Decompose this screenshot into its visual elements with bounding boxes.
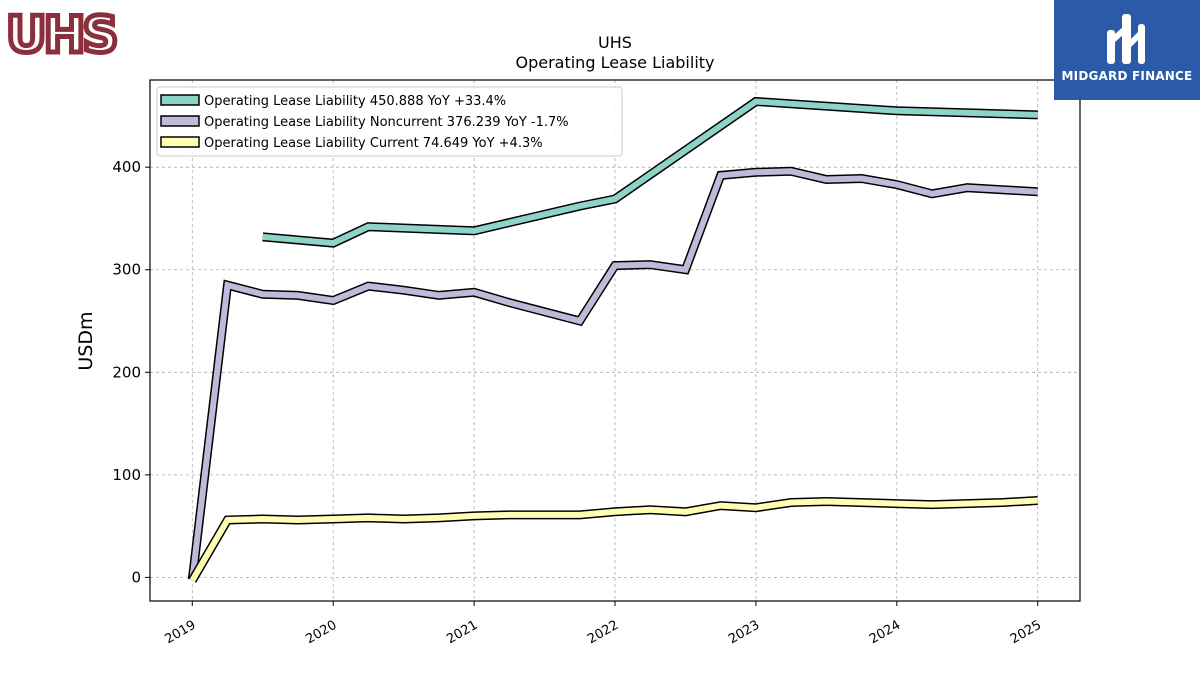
series-3 [188, 496, 1038, 583]
series-group [187, 96, 1038, 583]
series-1 [262, 96, 1038, 248]
series-2 [187, 166, 1038, 581]
x-tick-label: 2022 [585, 618, 621, 648]
legend-label: Operating Lease Liability Noncurrent 376… [204, 115, 569, 130]
legend-item: Operating Lease Liability 450.888 YoY +3… [160, 94, 506, 109]
x-tick-label: 2020 [303, 618, 339, 648]
company-logo-text: UHS [6, 6, 115, 58]
legend-item: Operating Lease Liability Noncurrent 376… [160, 115, 569, 130]
x-tick-label: 2019 [162, 618, 198, 648]
chart-title: UHS [598, 33, 632, 52]
legend-box [156, 86, 623, 157]
brand-logo-mark [1107, 14, 1145, 64]
legend-swatch [160, 94, 200, 106]
legend-swatch [160, 136, 200, 148]
y-axis-label: USDm [75, 311, 97, 370]
x-tick-label: 2025 [1008, 618, 1044, 648]
y-tick-label: 100 [112, 466, 141, 484]
x-tick-label: 2021 [444, 618, 480, 648]
y-tick-label: 400 [112, 158, 141, 176]
brand-name: MIDGARD FINANCE [1061, 69, 1193, 83]
y-tick-label: 300 [112, 261, 141, 279]
series-line [189, 168, 1038, 580]
legend: Operating Lease Liability 450.888 YoY +3… [156, 86, 623, 157]
grid [150, 80, 1080, 601]
series-line [262, 98, 1038, 247]
legend-item: Operating Lease Liability Current 74.649… [160, 136, 543, 151]
company-logo: UHS [4, 4, 124, 67]
x-tick-label: 2024 [867, 618, 903, 648]
company-logo-mark: UHS [4, 4, 121, 67]
ticks: 2019 2020 2021 2022 2023 2024 2025 0 100 200 300 40… [112, 158, 1044, 647]
chart-subtitle: Operating Lease Liability [515, 53, 714, 72]
legend-swatch [160, 115, 200, 127]
y-tick-label: 0 [131, 568, 141, 586]
brand-logo: MIDGARD FINANCE [1054, 0, 1200, 100]
x-tick-label: 2023 [726, 618, 762, 648]
y-tick-label: 200 [112, 363, 141, 381]
legend-label: Operating Lease Liability 450.888 YoY +3… [204, 94, 506, 109]
legend-label: Operating Lease Liability Current 74.649… [204, 136, 543, 151]
series-line [189, 497, 1038, 583]
